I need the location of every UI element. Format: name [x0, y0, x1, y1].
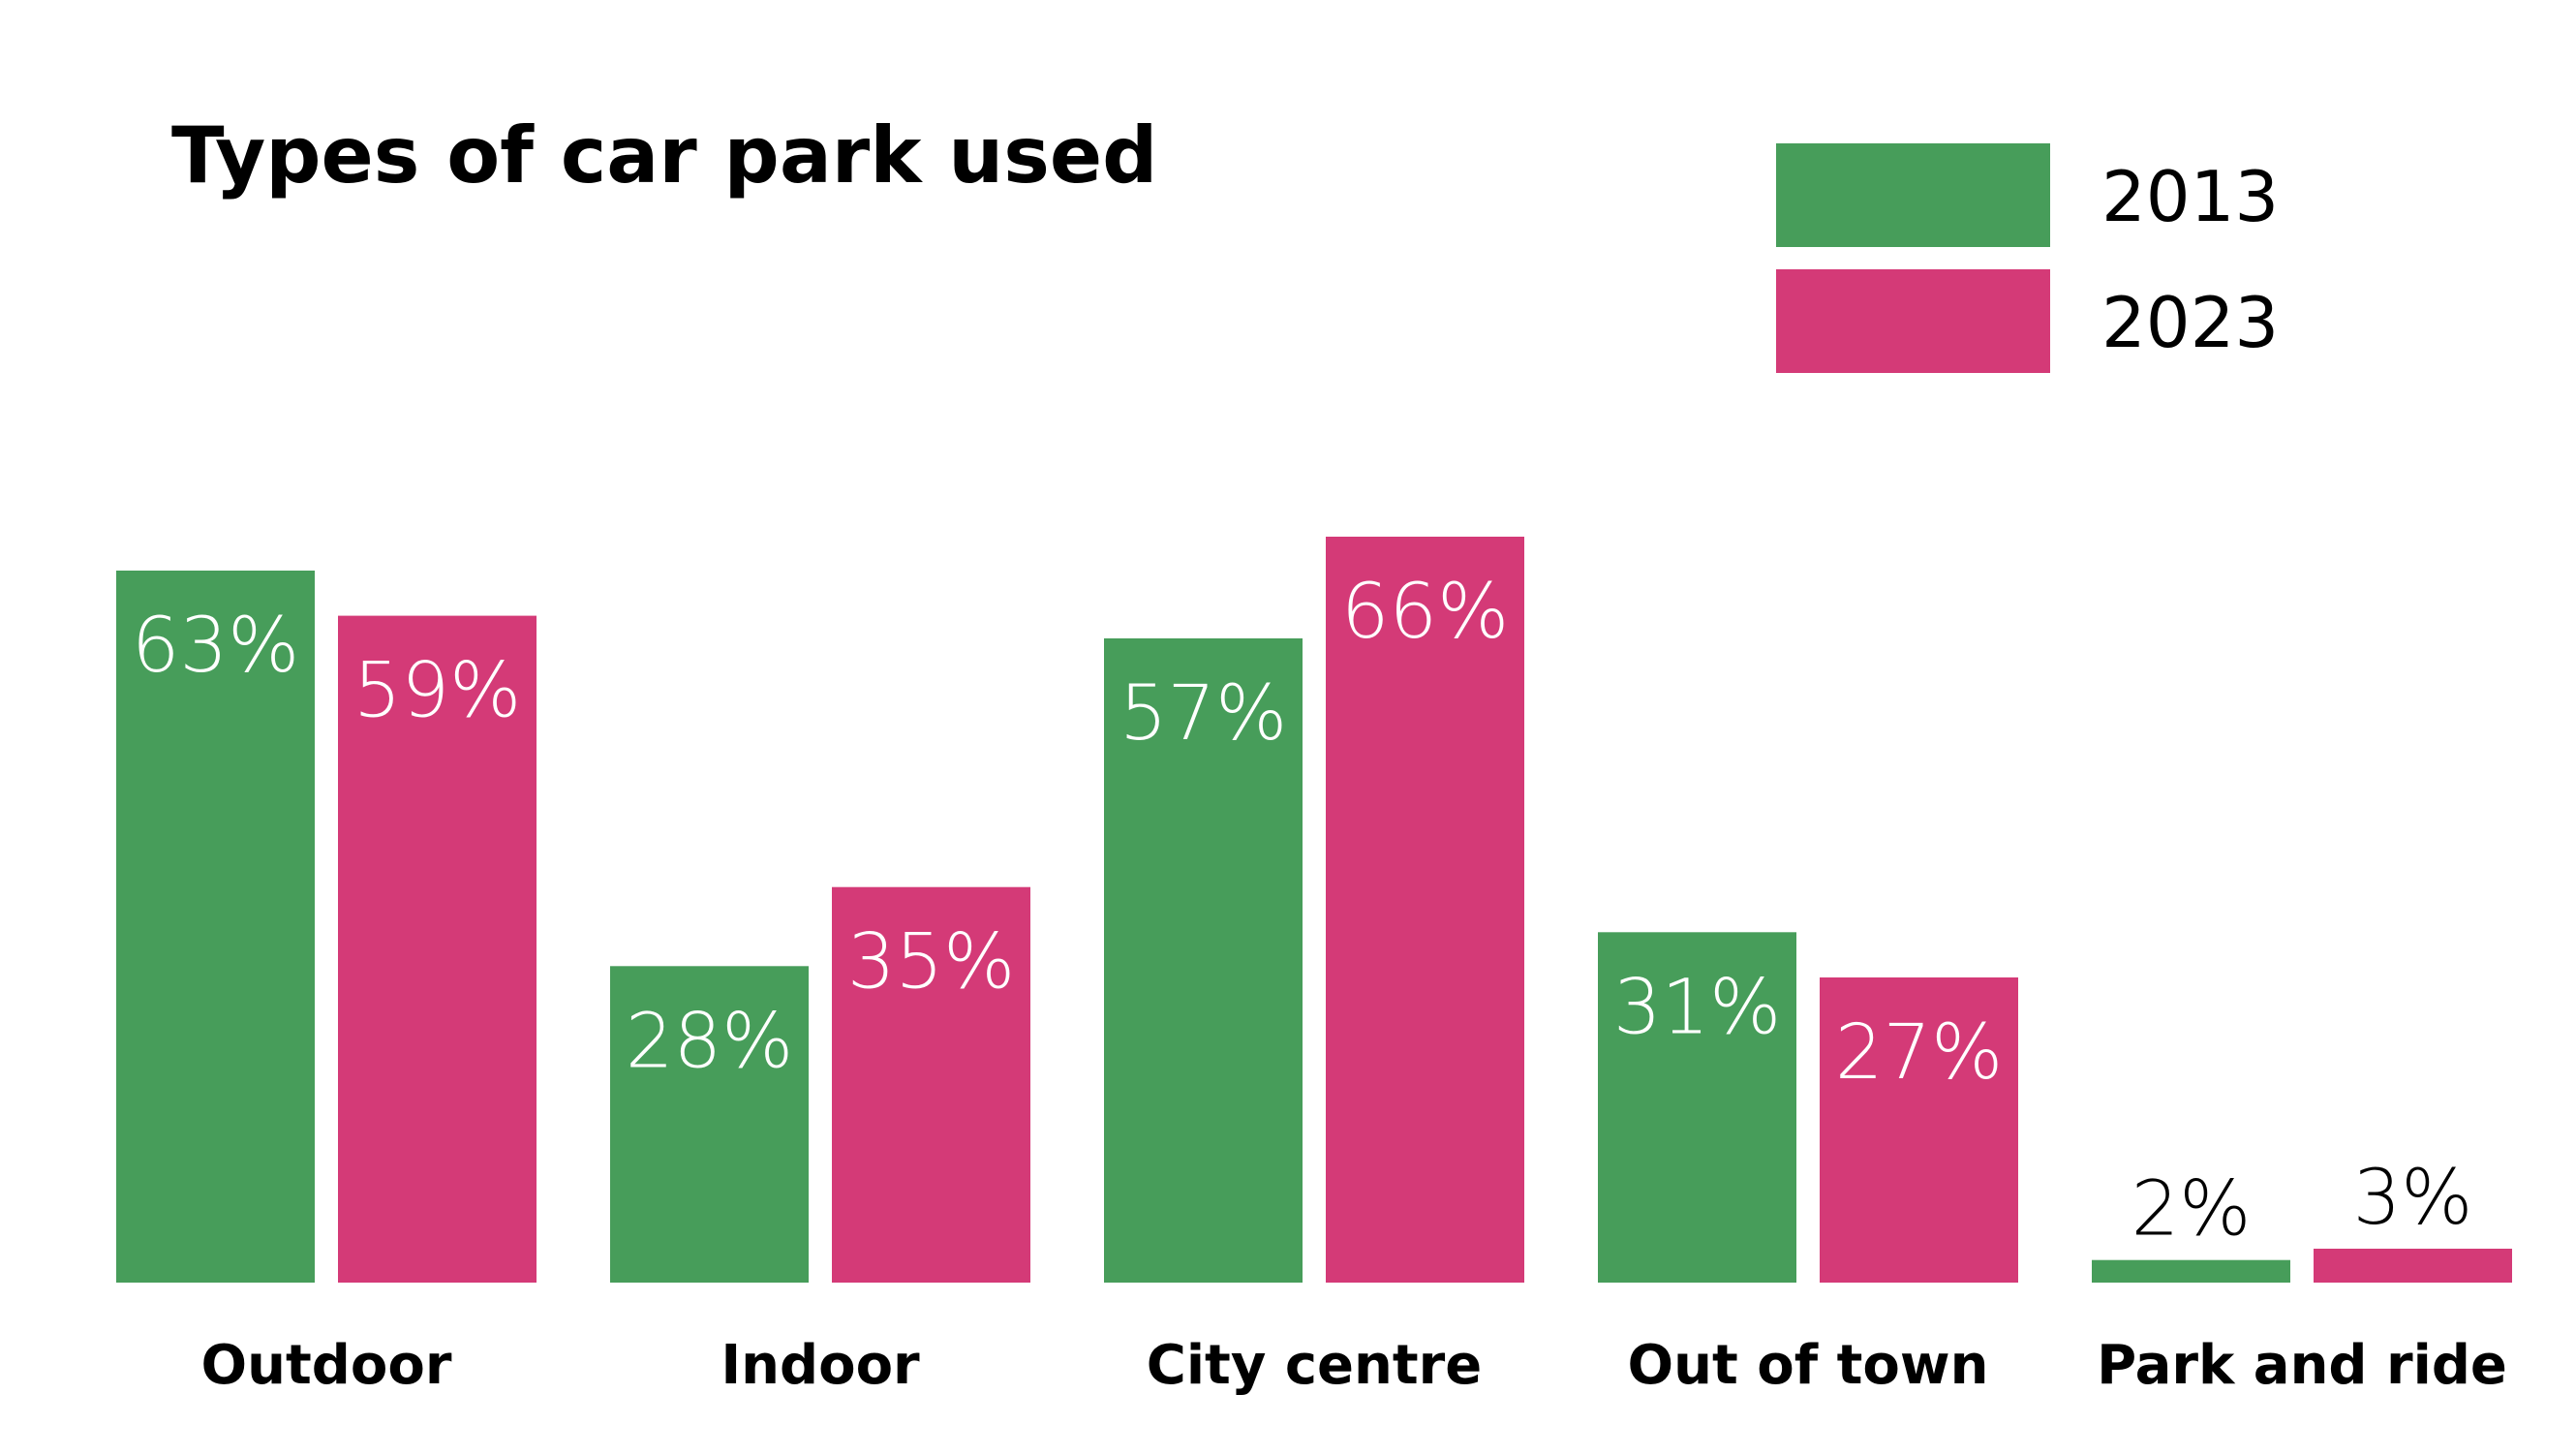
category-label-out-of-town: Out of town [1628, 1334, 1989, 1397]
value-labels-group: 63% 59% 28% 35% 57% 66% 31% 27% 2% 3% [132, 569, 2473, 1254]
category-label-city-centre: City centre [1147, 1334, 1482, 1397]
value-label-indoor-2013: 28% [626, 998, 793, 1085]
bar-out-of-town-2013 [1598, 932, 1796, 1283]
category-label-indoor: Indoor [721, 1334, 920, 1397]
legend-label-2013: 2013 [2101, 156, 2279, 237]
category-label-park-and-ride: Park and ride [2097, 1334, 2507, 1397]
bar-city-centre-2013 [1104, 638, 1303, 1283]
value-label-outdoor-2013: 63% [132, 603, 299, 690]
bar-indoor-2023 [832, 886, 1030, 1283]
value-label-park-and-ride-2023: 3% [2353, 1155, 2473, 1242]
bars-group [116, 537, 2512, 1283]
value-label-outdoor-2023: 59% [353, 648, 521, 735]
bar-park-and-ride-2023 [2314, 1249, 2512, 1283]
legend: 2013 2023 [1776, 143, 2279, 373]
bar-out-of-town-2023 [1820, 977, 2018, 1283]
bar-outdoor-2023 [338, 615, 537, 1283]
bar-indoor-2013 [610, 966, 809, 1283]
chart-title: Types of car park used [171, 110, 1157, 201]
bar-outdoor-2013 [116, 571, 315, 1283]
legend-swatch-2013 [1776, 143, 2050, 247]
value-label-city-centre-2023: 66% [1341, 569, 1509, 656]
legend-label-2023: 2023 [2101, 282, 2279, 363]
value-label-city-centre-2013: 57% [1119, 670, 1287, 758]
value-label-out-of-town-2023: 27% [1835, 1009, 2003, 1097]
legend-swatch-2023 [1776, 269, 2050, 373]
bar-park-and-ride-2013 [2092, 1259, 2290, 1283]
category-labels-group: Outdoor Indoor City centre Out of town Park … [201, 1334, 2507, 1397]
bar-city-centre-2023 [1326, 537, 1524, 1283]
category-label-outdoor: Outdoor [201, 1334, 452, 1397]
value-label-out-of-town-2013: 31% [1613, 964, 1781, 1051]
value-label-indoor-2023: 35% [847, 919, 1015, 1007]
value-label-park-and-ride-2013: 2% [2131, 1166, 2252, 1254]
